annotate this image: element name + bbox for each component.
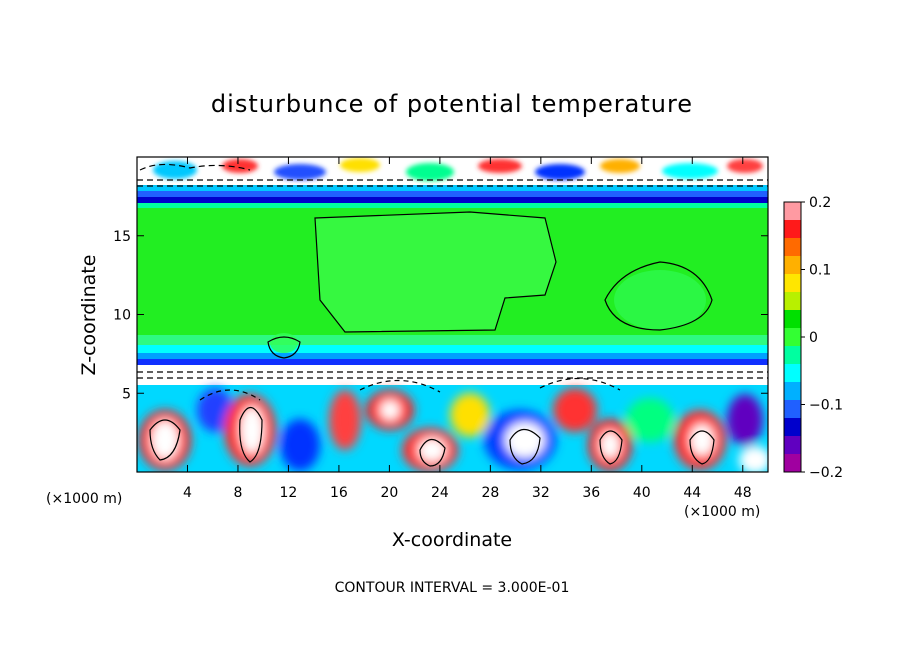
y-axis-title: Z-coordinate [78, 255, 100, 376]
y-unit-label: (×1000 m) [46, 491, 122, 507]
colorbar-swatch [784, 310, 801, 329]
colorbar-swatch [784, 256, 801, 275]
x-tick-label: 16 [330, 485, 348, 501]
colorbar-swatch [784, 238, 801, 257]
y-tick-label: 15 [113, 229, 131, 245]
contour-lines [137, 163, 768, 467]
contour-interval-note: CONTOUR INTERVAL = 3.000E-01 [335, 580, 570, 596]
colorbar-swatch [784, 328, 801, 347]
x-tick-label: 48 [734, 485, 752, 501]
colorbar-tick-label: 0.2 [809, 195, 831, 211]
x-tick-label: 44 [683, 485, 701, 501]
colorbar-swatch [784, 346, 801, 365]
x-axis: 4 8 12 16 20 24 28 32 36 40 44 48 [183, 157, 752, 501]
colorbar-swatch [784, 202, 801, 221]
colorbar-swatch [784, 292, 801, 311]
colorbar-tick-label: 0 [809, 330, 818, 346]
y-tick-label: 10 [113, 308, 131, 324]
colorbar-swatch [784, 364, 801, 383]
central-region [315, 212, 556, 332]
colorbar-swatch [784, 436, 801, 455]
colorbar [783, 201, 802, 473]
x-unit-label: (×1000 m) [684, 504, 760, 520]
x-tick-label: 4 [183, 485, 192, 501]
colorbar-tick-label: −0.2 [809, 465, 843, 481]
y-axis: 5 10 15 [113, 229, 768, 402]
y-tick-label: 5 [122, 386, 131, 402]
x-axis-title: X-coordinate [392, 529, 512, 551]
colorbar-swatch [784, 418, 801, 437]
colorbar-ticks: 0.2 0.1 0 −0.1 −0.2 [801, 195, 843, 481]
colorbar-tick-label: −0.1 [809, 398, 843, 414]
x-tick-label: 8 [233, 485, 242, 501]
x-tick-label: 12 [280, 485, 298, 501]
colorbar-swatch [784, 220, 801, 239]
colorbar-swatch [784, 400, 801, 419]
heatmap-field [137, 157, 768, 472]
x-tick-label: 24 [431, 485, 449, 501]
colorbar-swatch [784, 382, 801, 401]
x-tick-label: 36 [582, 485, 600, 501]
x-tick-label: 20 [380, 485, 398, 501]
x-tick-label: 28 [481, 485, 499, 501]
colorbar-swatch [784, 454, 801, 473]
x-tick-label: 32 [532, 485, 550, 501]
colorbar-tick-label: 0.1 [809, 263, 831, 279]
colorbar-swatch [784, 274, 801, 293]
chart-title: disturbunce of potential temperature [211, 90, 693, 118]
x-tick-label: 40 [633, 485, 651, 501]
